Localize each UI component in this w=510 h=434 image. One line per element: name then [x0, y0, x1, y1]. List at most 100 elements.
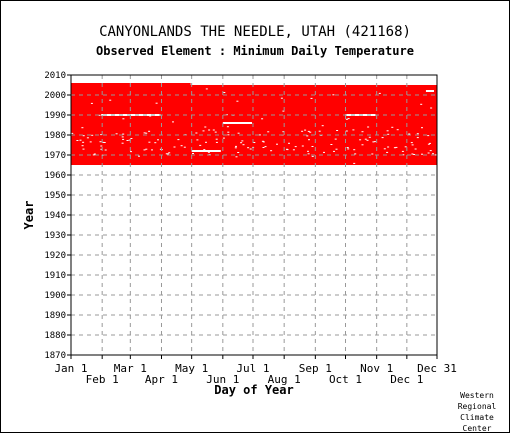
y-tick-label: 1910: [44, 271, 66, 281]
missing-day-mark: [386, 130, 389, 132]
missing-day-mark: [98, 114, 101, 116]
missing-day-mark: [416, 137, 419, 139]
missing-day-mark: [378, 92, 381, 94]
missing-day-mark: [91, 134, 94, 136]
missing-day-mark: [100, 134, 103, 136]
missing-day-mark: [371, 153, 374, 155]
missing-day-mark: [383, 148, 386, 150]
missing-day-mark: [79, 139, 82, 141]
missing-day-mark: [361, 144, 364, 146]
missing-day-mark: [122, 138, 125, 140]
missing-day-mark: [264, 146, 267, 148]
missing-day-mark: [212, 129, 215, 131]
missing-day-mark: [308, 139, 310, 141]
missing-day-mark: [109, 99, 112, 101]
missing-day-mark: [154, 142, 157, 144]
missing-day-mark: [99, 141, 102, 143]
y-tick-label: 1890: [44, 311, 66, 321]
missing-day-mark: [247, 147, 250, 149]
missing-day-mark: [321, 125, 324, 127]
missing-day-mark: [173, 146, 176, 148]
x-tick-label: Nov 1: [360, 362, 393, 375]
missing-day-mark: [145, 148, 148, 150]
missing-day-mark: [166, 153, 169, 155]
missing-day-mark: [311, 146, 314, 147]
missing-day-mark: [261, 140, 264, 142]
missing-day-mark: [204, 126, 207, 128]
missing-day-mark: [180, 145, 183, 147]
missing-day-mark: [288, 142, 290, 144]
missing-day-mark: [203, 149, 206, 151]
missing-day-mark: [103, 142, 106, 143]
missing-day-mark: [286, 149, 289, 151]
missing-day-mark: [336, 130, 339, 131]
missing-day-mark: [100, 148, 103, 150]
missing-day-mark: [427, 143, 430, 145]
missing-day-mark: [155, 102, 158, 104]
missing-day-mark: [235, 156, 238, 158]
missing-day-mark: [387, 146, 390, 148]
missing-day-mark: [332, 94, 335, 96]
missing-day-mark: [416, 133, 419, 135]
x-tick-label: Jan 1: [54, 362, 87, 375]
missing-day-mark: [168, 152, 171, 154]
y-tick-label: 2010: [44, 71, 66, 81]
missing-day-mark: [366, 139, 369, 141]
missing-day-mark: [102, 141, 105, 143]
missing-day-mark: [100, 145, 103, 147]
missing-day-mark: [249, 148, 252, 150]
x-tick-label: Mar 1: [114, 362, 147, 375]
y-tick-label: 1960: [44, 171, 66, 181]
missing-day-mark: [413, 154, 416, 155]
missing-day-mark: [205, 88, 208, 90]
missing-day-mark: [148, 130, 151, 132]
missing-day-mark: [262, 147, 265, 148]
observed-block: [71, 85, 437, 165]
missing-day-mark: [323, 151, 325, 153]
missing-day-mark: [81, 127, 84, 129]
x-tick-label: Apr 1: [145, 373, 178, 386]
missing-day-mark: [226, 126, 229, 128]
missing-day-mark: [240, 142, 243, 144]
missing-day-mark: [427, 152, 430, 154]
missing-day-mark: [359, 139, 362, 141]
x-tick-label: Dec 31: [417, 362, 457, 375]
missing-day-mark: [261, 118, 264, 120]
missing-day-mark: [401, 150, 404, 152]
missing-day-mark: [429, 150, 432, 152]
missing-day-mark: [307, 130, 310, 132]
missing-day-mark: [430, 107, 433, 109]
missing-day-mark: [82, 135, 85, 137]
missing-day-mark: [410, 142, 413, 144]
missing-day-mark: [165, 153, 168, 155]
y-tick-label: 1900: [44, 291, 66, 301]
missing-day-mark: [267, 131, 270, 133]
missing-day-mark: [237, 152, 240, 153]
missing-day-mark: [241, 140, 244, 142]
missing-day-mark: [86, 137, 89, 139]
missing-day-mark: [334, 138, 337, 140]
missing-segment: [425, 90, 434, 92]
missing-day-mark: [148, 141, 151, 143]
missing-day-mark: [345, 130, 348, 132]
missing-day-mark: [364, 138, 367, 140]
missing-day-mark: [93, 153, 96, 155]
y-tick-label: 1940: [44, 211, 66, 221]
y-tick-label: 1920: [44, 251, 66, 261]
missing-day-mark: [215, 138, 218, 140]
missing-day-mark: [195, 132, 198, 134]
missing-day-mark: [90, 102, 93, 104]
x-tick-label: Jul 1: [236, 362, 269, 375]
missing-day-mark: [354, 153, 357, 155]
x-tick-label: Sep 1: [299, 362, 332, 375]
missing-day-mark: [352, 129, 355, 131]
missing-day-mark: [429, 142, 431, 144]
missing-day-mark: [92, 154, 95, 156]
y-tick-label: 1880: [44, 331, 66, 341]
missing-day-mark: [126, 140, 129, 141]
missing-day-mark: [192, 153, 194, 154]
missing-day-mark: [292, 149, 295, 151]
x-tick-label: Jun 1: [206, 373, 239, 386]
missing-day-mark: [81, 145, 84, 147]
missing-day-mark: [282, 110, 285, 112]
